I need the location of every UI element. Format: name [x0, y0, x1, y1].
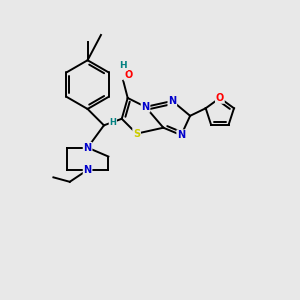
Text: N: N: [142, 102, 150, 112]
Text: N: N: [83, 165, 92, 175]
Text: S: S: [133, 129, 140, 139]
Text: H: H: [119, 61, 127, 70]
Text: O: O: [124, 70, 133, 80]
Text: O: O: [216, 93, 224, 103]
Text: N: N: [177, 130, 185, 140]
Text: N: N: [83, 142, 92, 153]
Text: N: N: [168, 96, 176, 106]
Text: H: H: [110, 118, 116, 127]
